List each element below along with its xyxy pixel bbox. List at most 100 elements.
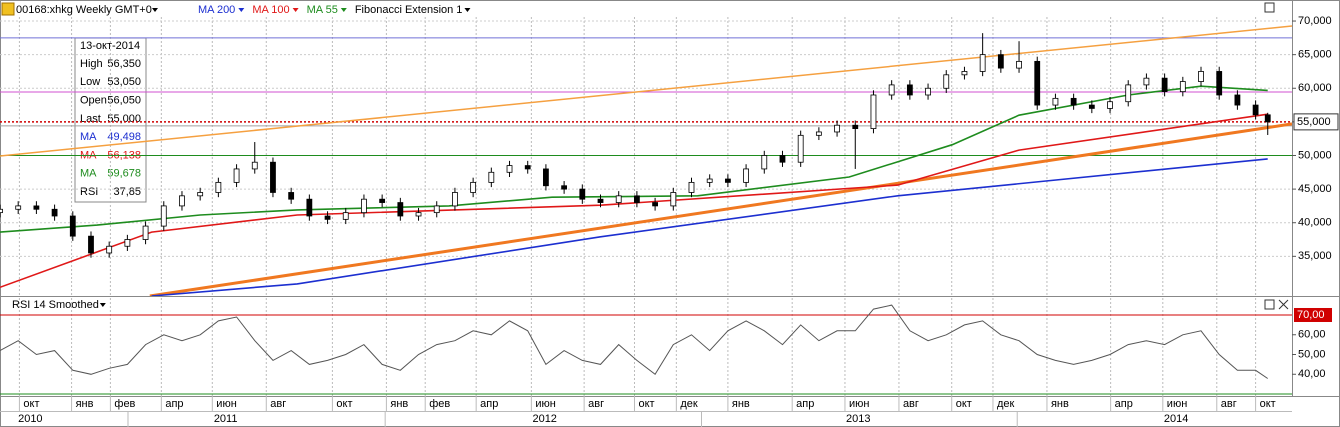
indicator-label[interactable]: Fibonacci Extension 1 xyxy=(355,4,463,16)
legend-entry[interactable]: MA 55 xyxy=(307,4,338,16)
y-tick-label: 35,000 xyxy=(1298,250,1332,262)
price-plot xyxy=(0,17,1292,296)
year-label: 2011 xyxy=(214,413,238,425)
instrument-title[interactable]: 00168:xhkg Weekly GMT+0 xyxy=(16,4,152,16)
candle-body xyxy=(815,131,822,136)
last-price-label: 55,000 xyxy=(1297,116,1331,128)
x-tick-label: окт xyxy=(638,398,654,410)
legend-entry[interactable]: MA 100 xyxy=(252,4,289,16)
year-label: 2014 xyxy=(1164,413,1188,425)
x-tick-label: авг xyxy=(588,398,604,410)
y-tick-label: 70,000 xyxy=(1298,15,1332,27)
rsi-line xyxy=(0,304,1268,379)
candle-body xyxy=(160,205,167,227)
candle-body xyxy=(415,212,422,217)
candle-body xyxy=(270,161,276,193)
candle-body xyxy=(0,208,3,214)
x-tick-label: янв xyxy=(390,398,408,410)
y-tick-label: 65,000 xyxy=(1298,49,1332,61)
rsi-title[interactable]: RSI 14 Smoothed xyxy=(12,299,99,311)
candle-body xyxy=(142,225,149,240)
candle-body xyxy=(324,215,331,220)
candle-body xyxy=(506,165,513,173)
candle-body xyxy=(51,208,58,217)
candle-body xyxy=(997,54,1004,69)
instrument-icon[interactable] xyxy=(1,2,15,16)
candle-body xyxy=(943,74,950,89)
candle-body xyxy=(433,205,440,214)
tooltip-value: 56,350 xyxy=(107,58,141,70)
candle-body xyxy=(834,124,840,133)
candle-body xyxy=(397,202,404,217)
dropdown-arrow xyxy=(99,303,106,307)
candle-body xyxy=(488,171,495,183)
candle-body xyxy=(652,202,658,207)
tooltip-label: MA xyxy=(80,168,97,180)
x-tick-label: июн xyxy=(535,398,555,410)
x-tick-label: окт xyxy=(336,398,352,410)
candle-body xyxy=(615,195,622,203)
x-tick-label: авг xyxy=(270,398,286,410)
rsi-plot xyxy=(0,298,1292,396)
dropdown-arrow xyxy=(152,8,158,12)
level-label: 70,00 xyxy=(1297,309,1325,321)
tooltip-label: Last xyxy=(80,113,101,125)
x-tick-label: янв xyxy=(76,398,94,410)
fibonacci-line xyxy=(149,122,1292,296)
candle-body xyxy=(1143,77,1150,86)
candle-body xyxy=(288,192,295,200)
tooltip-label: RSI xyxy=(80,186,98,198)
fibonacci-line xyxy=(0,25,1292,157)
x-tick-label: окт xyxy=(1260,398,1276,410)
candle-body xyxy=(743,168,749,183)
dropdown-arrow xyxy=(340,8,347,12)
x-tick-label: фев xyxy=(114,398,135,410)
tooltip-value: 53,050 xyxy=(107,76,141,88)
tooltip-value: 55,000 xyxy=(107,113,141,125)
x-tick-label: янв xyxy=(732,398,750,410)
y-tick-label: 40,000 xyxy=(1298,217,1332,229)
candle-body xyxy=(1234,94,1241,106)
candle-body xyxy=(979,54,986,72)
x-tick-label: июн xyxy=(1167,398,1187,410)
legend-entry[interactable]: MA 200 xyxy=(198,4,235,16)
candle-body xyxy=(1264,114,1271,123)
candle-body xyxy=(15,205,22,210)
candle-body xyxy=(251,161,258,170)
candle-body xyxy=(961,71,968,76)
tooltip-label: Open xyxy=(80,95,107,107)
year-label: 2012 xyxy=(532,413,556,425)
candle-body xyxy=(1216,71,1223,96)
close-button[interactable] xyxy=(1278,299,1289,310)
y-tick-label: 60,000 xyxy=(1298,82,1332,94)
candle-body xyxy=(342,212,349,220)
candle-body xyxy=(1179,81,1186,93)
tooltip-label: High xyxy=(80,58,103,70)
maximize-button[interactable] xyxy=(1264,2,1275,13)
candle-body xyxy=(179,195,185,207)
maximize-button[interactable] xyxy=(1264,299,1275,310)
candle-body xyxy=(306,198,313,217)
tooltip-value: 37,85 xyxy=(113,186,141,198)
y-tick-label: 40,00 xyxy=(1298,368,1326,380)
candle-body xyxy=(634,195,640,203)
candle-body xyxy=(379,198,386,203)
x-tick-label: июн xyxy=(849,398,869,410)
x-tick-label: апр xyxy=(480,398,498,410)
y-tick-label: 60,00 xyxy=(1298,329,1326,341)
candle-body xyxy=(33,205,40,210)
legend: MA 200 MA 100 MA 55 Fibonacci Extension 1 xyxy=(99,4,471,307)
candle-body xyxy=(1161,77,1168,93)
x-tick-label: апр xyxy=(165,398,183,410)
candle-body xyxy=(69,215,76,237)
ma-line xyxy=(151,158,1268,296)
candle-body xyxy=(597,198,604,203)
dropdown-arrow xyxy=(292,8,299,12)
candle-body xyxy=(688,181,695,193)
candle-body xyxy=(925,87,931,96)
x-tick-label: авг xyxy=(1221,398,1237,410)
candle-body xyxy=(233,168,240,183)
candle-body xyxy=(579,188,586,200)
x-tick-label: авг xyxy=(903,398,919,410)
tooltip-value: 59,678 xyxy=(107,168,141,180)
